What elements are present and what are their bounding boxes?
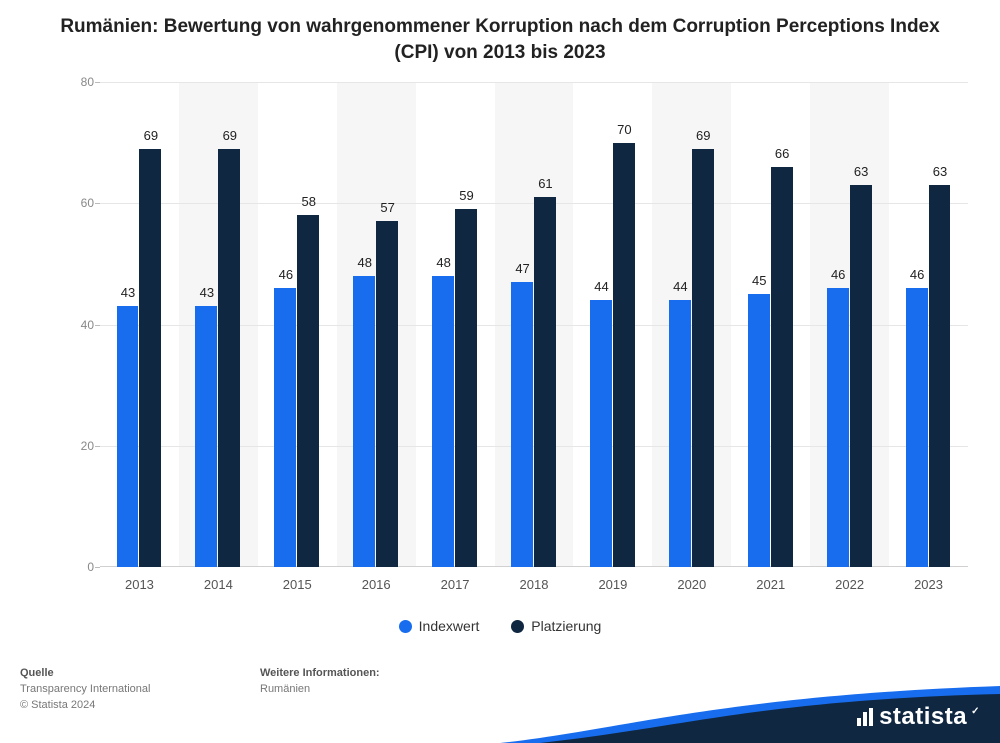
bar-value-label: 48 (358, 255, 372, 270)
y-tick-label: 40 (70, 318, 94, 332)
info-line: Rumänien (260, 682, 380, 698)
x-tick-label: 2014 (204, 577, 233, 592)
y-tick-label: 20 (70, 439, 94, 453)
x-tick-label: 2013 (125, 577, 154, 592)
x-tick-label: 2022 (835, 577, 864, 592)
bar-value-label: 69 (696, 128, 710, 143)
bar-indexwert (669, 300, 691, 567)
source-line: Transparency International (20, 682, 150, 698)
bar-value-label: 61 (538, 176, 552, 191)
footer: Quelle Transparency International © Stat… (0, 658, 1000, 743)
bar-indexwert (590, 300, 612, 567)
bar-value-label: 63 (933, 164, 947, 179)
bar-platzierung (929, 185, 951, 567)
bar-indexwert (906, 288, 928, 567)
x-tick-label: 2020 (677, 577, 706, 592)
legend-label: Indexwert (419, 618, 480, 634)
bar-indexwert (827, 288, 849, 567)
x-tick-label: 2016 (362, 577, 391, 592)
y-tick-mark (95, 446, 100, 447)
statista-logo: statista ✓ (857, 703, 980, 731)
x-tick-label: 2017 (441, 577, 470, 592)
bar-value-label: 44 (594, 279, 608, 294)
bar-value-label: 66 (775, 146, 789, 161)
bar-value-label: 59 (459, 188, 473, 203)
copyright-line: © Statista 2024 (20, 698, 150, 714)
bar-platzierung (139, 149, 161, 567)
logo-text: statista (879, 703, 967, 731)
bar-value-label: 46 (279, 267, 293, 282)
info-block: Weitere Informationen: Rumänien (260, 666, 380, 698)
bar-value-label: 48 (436, 255, 450, 270)
logo-bars-icon (857, 708, 873, 726)
info-heading: Weitere Informationen: (260, 666, 380, 682)
bar-platzierung (218, 149, 240, 567)
bar-indexwert (117, 306, 139, 567)
plot-area: 0204060802013436920144369201546582016485… (100, 82, 968, 567)
y-tick-label: 80 (70, 75, 94, 89)
bar-value-label: 58 (301, 194, 315, 209)
bar-indexwert (274, 288, 296, 567)
bar-value-label: 43 (121, 285, 135, 300)
chart-title: Rumänien: Bewertung von wahrgenommener K… (0, 0, 1000, 71)
y-tick-mark (95, 325, 100, 326)
y-tick-mark (95, 82, 100, 83)
bar-value-label: 45 (752, 273, 766, 288)
x-tick-label: 2021 (756, 577, 785, 592)
chart-area: 0204060802013436920144369201546582016485… (60, 82, 968, 602)
bar-platzierung (297, 215, 319, 567)
bar-value-label: 46 (910, 267, 924, 282)
bar-value-label: 43 (200, 285, 214, 300)
source-block: Quelle Transparency International © Stat… (20, 666, 150, 714)
legend-label: Platzierung (531, 618, 601, 634)
bar-value-label: 46 (831, 267, 845, 282)
bar-indexwert (195, 306, 217, 567)
y-tick-mark (95, 567, 100, 568)
x-tick-label: 2023 (914, 577, 943, 592)
y-tick-label: 0 (70, 560, 94, 574)
legend-item-platzierung: Platzierung (511, 618, 601, 634)
bar-value-label: 47 (515, 261, 529, 276)
bar-indexwert (748, 294, 770, 567)
legend-swatch-icon (511, 620, 524, 633)
bar-indexwert (432, 276, 454, 567)
bar-value-label: 69 (144, 128, 158, 143)
bar-platzierung (613, 143, 635, 567)
y-tick-mark (95, 203, 100, 204)
bar-platzierung (771, 167, 793, 567)
legend: Indexwert Platzierung (0, 618, 1000, 636)
logo-trademark-icon: ✓ (971, 706, 980, 717)
bar-platzierung (692, 149, 714, 567)
bar-indexwert (353, 276, 375, 567)
bar-value-label: 57 (380, 200, 394, 215)
x-tick-label: 2015 (283, 577, 312, 592)
y-tick-label: 60 (70, 196, 94, 210)
legend-swatch-icon (399, 620, 412, 633)
grid-line (100, 82, 968, 83)
bar-platzierung (376, 221, 398, 567)
bar-indexwert (511, 282, 533, 567)
x-tick-label: 2018 (520, 577, 549, 592)
bar-platzierung (534, 197, 556, 567)
bar-platzierung (455, 209, 477, 567)
source-heading: Quelle (20, 666, 150, 682)
bar-platzierung (850, 185, 872, 567)
bar-value-label: 63 (854, 164, 868, 179)
bar-value-label: 70 (617, 122, 631, 137)
bar-value-label: 69 (223, 128, 237, 143)
legend-item-indexwert: Indexwert (399, 618, 480, 634)
x-tick-label: 2019 (598, 577, 627, 592)
bar-value-label: 44 (673, 279, 687, 294)
